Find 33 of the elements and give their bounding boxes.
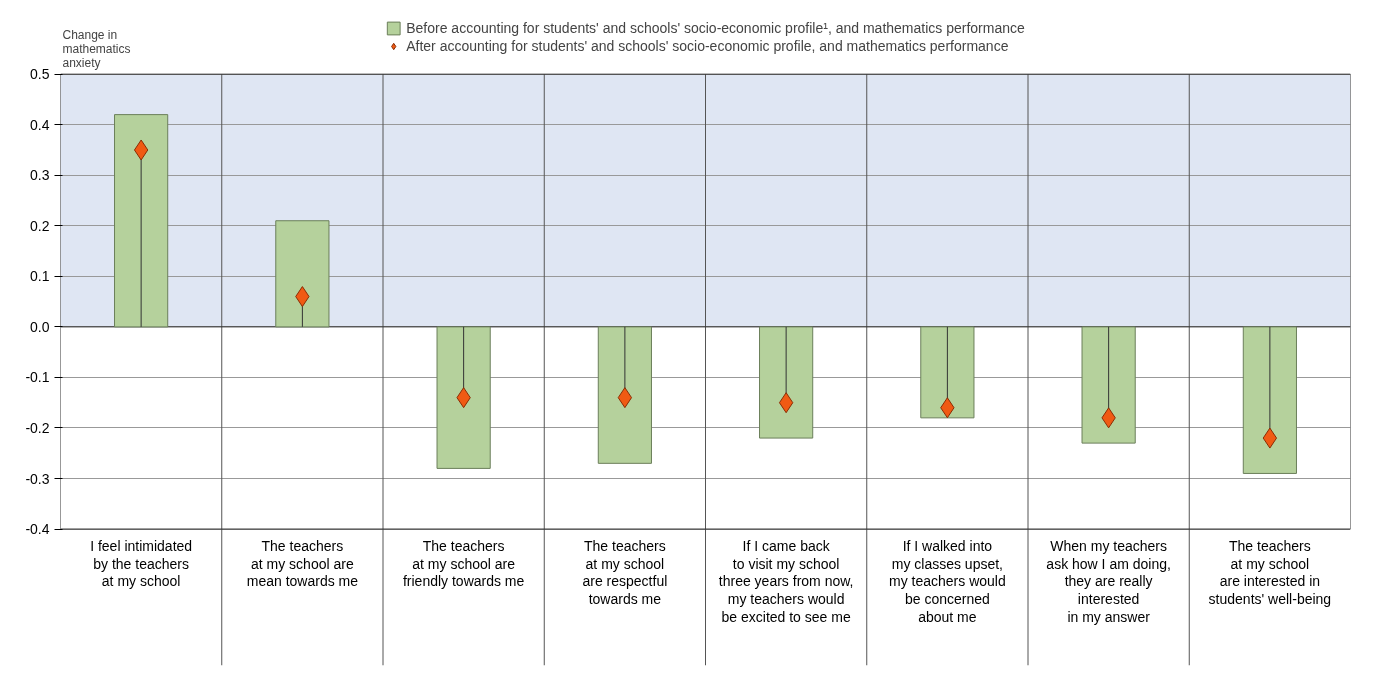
bar: [114, 114, 169, 328]
point: [778, 392, 794, 414]
legend-label: After accounting for students' and schools' socio-economic profile, and mathematics performance: [406, 38, 1009, 54]
y-tick-label: -0.1: [25, 369, 50, 386]
x-tick-label: The teachers at my school are mean towards me: [246, 538, 359, 590]
bar: [597, 326, 652, 464]
bar: [759, 326, 814, 439]
bar: [1242, 326, 1297, 474]
y-tick-label: 0.0: [30, 318, 50, 335]
legend-label: Before accounting for students' and schools' socio-economic profile¹, and mathematics performance: [406, 20, 1025, 36]
y-tick-label: 0.4: [30, 116, 50, 133]
x-tick-label: I feel intimidated by the teachers at my school: [90, 538, 193, 590]
y-tick-label: 0.5: [30, 66, 50, 83]
x-tick-label: When my teachers ask how I am doing, they are really interested in my answer: [1046, 538, 1171, 625]
y-tick-label: -0.3: [25, 470, 50, 487]
point: [133, 139, 149, 161]
point: [1262, 427, 1278, 449]
y-tick-label: 0.2: [30, 217, 50, 234]
x-tick-label: If I came back to visit my school three years from now, my teachers would be excited to see me: [718, 538, 854, 625]
x-tick-label: If I walked into my classes upset, my teachers would be concerned about me: [889, 538, 1006, 625]
y-tick-label: -0.2: [25, 419, 50, 436]
y-axis-title: Change in mathematics anxiety: [62, 27, 131, 70]
bar: [1081, 326, 1136, 444]
x-tick-label: The teachers at my school are respectful towards me: [582, 538, 668, 607]
y-tick-label: 0.1: [30, 268, 50, 285]
point: [617, 387, 633, 409]
bar: [436, 326, 491, 469]
y-tick-label: 0.3: [30, 167, 50, 184]
bar: [275, 220, 330, 328]
y-tick-label: -0.4: [25, 521, 50, 538]
x-tick-label: The teachers at my school are friendly towards me: [402, 538, 525, 590]
bar: [920, 326, 975, 419]
x-tick-label: The teachers at my school are interested in students' well-being: [1208, 538, 1332, 607]
